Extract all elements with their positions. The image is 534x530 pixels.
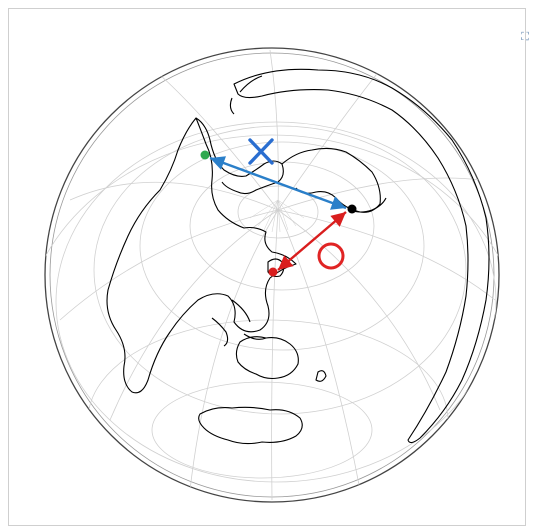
alaska-coast xyxy=(229,75,263,115)
new-zealand-coast xyxy=(315,370,327,382)
end-black-point xyxy=(347,204,357,214)
start-green-point xyxy=(200,150,210,160)
antarctica-coast xyxy=(198,406,303,445)
se-asia-coast xyxy=(211,299,267,347)
start-red-point xyxy=(268,267,278,277)
expand-icon[interactable]: ⛶ xyxy=(521,30,529,43)
cross-mark xyxy=(248,138,274,165)
americas-coast xyxy=(233,68,490,444)
eurasia-coast xyxy=(106,117,297,394)
circle-mark xyxy=(317,242,345,270)
correct-route xyxy=(277,211,347,271)
australia-coast xyxy=(235,336,299,380)
wrong-route xyxy=(209,156,347,210)
